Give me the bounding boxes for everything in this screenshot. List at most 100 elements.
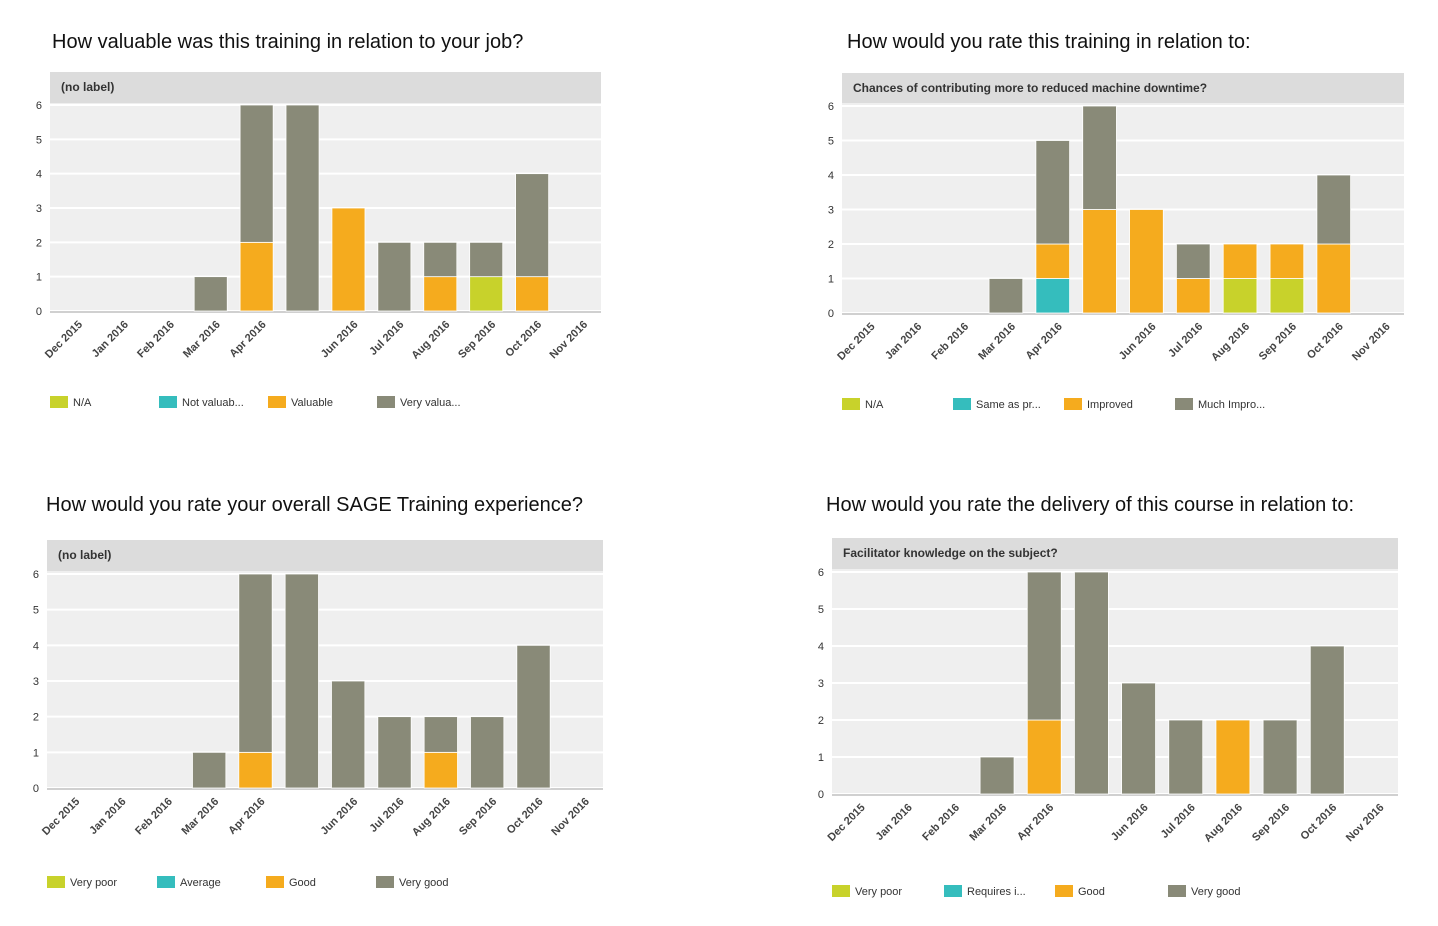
x-tick-label: Nov 2016 (1344, 802, 1387, 845)
x-tick-label: Nov 2016 (549, 796, 592, 839)
x-tick-label: Jul 2016 (1159, 802, 1198, 841)
bar-segment (193, 276, 228, 312)
legend-label: Much Impro... (1198, 399, 1265, 411)
bar-segment (284, 573, 319, 789)
chart-header (47, 540, 603, 571)
legend-swatch (377, 396, 395, 408)
x-tick-label: Dec 2015 (825, 802, 867, 844)
legend-swatch (268, 396, 286, 408)
bar-segment (1026, 719, 1062, 795)
chart-subtitle: Facilitator knowledge on the subject? (843, 546, 1058, 560)
y-tick-label: 2 (33, 712, 39, 724)
legend-label: Good (1078, 886, 1105, 898)
bar-segment (1026, 571, 1062, 721)
x-tick-label: Feb 2016 (929, 321, 971, 363)
x-tick-label: Sep 2016 (1250, 802, 1292, 844)
x-tick-label: Feb 2016 (920, 802, 962, 844)
bar-segment (377, 716, 412, 789)
y-tick-label: 3 (828, 205, 834, 217)
y-tick-label: 6 (828, 101, 834, 113)
bar-segment (423, 751, 458, 789)
legend-swatch (1168, 885, 1186, 897)
x-tick-label: Apr 2016 (1015, 802, 1056, 843)
x-tick-label: Jun 2016 (1109, 802, 1151, 844)
x-tick-label: Aug 2016 (409, 319, 452, 362)
legend-label: Requires i... (967, 886, 1026, 898)
y-tick-label: 4 (818, 641, 824, 653)
y-tick-label: 3 (818, 678, 824, 690)
legend-swatch (944, 885, 962, 897)
x-tick-label: Mar 2016 (180, 796, 222, 838)
bar-segment (1129, 209, 1164, 314)
chart-subtitle: (no label) (61, 80, 114, 94)
legend-label: N/A (865, 399, 884, 411)
bar-segment (988, 278, 1024, 314)
legend-swatch (157, 876, 175, 888)
chart-subtitle: Chances of contributing more to reduced … (853, 81, 1207, 95)
bar-segment (1035, 140, 1071, 245)
y-tick-label: 1 (33, 747, 39, 759)
legend-label: Valuable (291, 397, 333, 409)
x-tick-label: Oct 2016 (503, 319, 544, 360)
legend-swatch (47, 876, 65, 888)
y-tick-label: 4 (828, 170, 834, 182)
bar-segment (1035, 278, 1071, 314)
bar-segment (1074, 571, 1109, 795)
legend-label: Improved (1087, 399, 1133, 411)
y-tick-label: 5 (33, 605, 39, 617)
y-tick-label: 0 (818, 789, 824, 801)
y-tick-label: 4 (33, 640, 39, 652)
chart-4-question-title: How would you rate the delivery of this … (826, 494, 1355, 516)
chart-2-question-title: How would you rate this training in rela… (847, 31, 1251, 53)
chart-subtitle: (no label) (58, 548, 111, 562)
legend-swatch (1175, 398, 1193, 410)
bar-segment (1316, 174, 1352, 245)
y-tick-label: 0 (33, 783, 39, 795)
bar-segment (1168, 719, 1204, 795)
x-tick-label: Aug 2016 (1202, 802, 1245, 845)
legend-label: Very good (399, 877, 449, 889)
bar-segment (239, 241, 274, 312)
legend-swatch (1064, 398, 1082, 410)
bar-segment (515, 276, 550, 312)
legend-swatch (832, 885, 850, 897)
bar-segment (469, 276, 504, 312)
chart-2: Chances of contributing more to reduced … (828, 73, 1404, 411)
y-tick-label: 5 (36, 134, 42, 146)
y-tick-label: 5 (828, 136, 834, 148)
bar-segment (1035, 243, 1071, 279)
legend-swatch (953, 398, 971, 410)
chart-header (50, 72, 601, 103)
bar-segment (192, 751, 227, 789)
y-tick-label: 3 (33, 676, 39, 688)
x-tick-label: Mar 2016 (967, 802, 1009, 844)
bar-segment (515, 173, 550, 278)
x-tick-label: Oct 2016 (505, 796, 546, 837)
chart-4: Facilitator knowledge on the subject? 0 1 2… (818, 538, 1398, 898)
x-tick-label: Nov 2016 (1350, 321, 1393, 364)
y-tick-label: 2 (818, 715, 824, 727)
bar-segment (1309, 645, 1345, 795)
bar-segment (377, 241, 412, 312)
x-tick-label: Apr 2016 (227, 319, 268, 360)
legend-label: Good (289, 877, 316, 889)
chart-header (842, 73, 1404, 103)
bar-segment (1082, 209, 1117, 314)
x-tick-label: Oct 2016 (1305, 321, 1346, 362)
legend-label: Average (180, 877, 221, 889)
y-tick-label: 3 (36, 203, 42, 215)
x-tick-label: Jan 2016 (90, 319, 131, 360)
legend-swatch (50, 396, 68, 408)
bar-segment (469, 241, 504, 278)
y-tick-label: 0 (36, 306, 42, 318)
x-tick-label: Aug 2016 (410, 796, 453, 839)
x-tick-label: Feb 2016 (135, 319, 177, 361)
x-tick-label: Sep 2016 (457, 796, 499, 838)
legend-label: Same as pr... (976, 399, 1041, 411)
legend-label: N/A (73, 397, 92, 409)
x-tick-label: Jun 2016 (319, 319, 361, 361)
legend-label: Very poor (70, 877, 117, 889)
x-tick-label: Dec 2015 (835, 321, 877, 363)
bar-segment (1082, 105, 1117, 210)
y-tick-label: 6 (33, 569, 39, 581)
